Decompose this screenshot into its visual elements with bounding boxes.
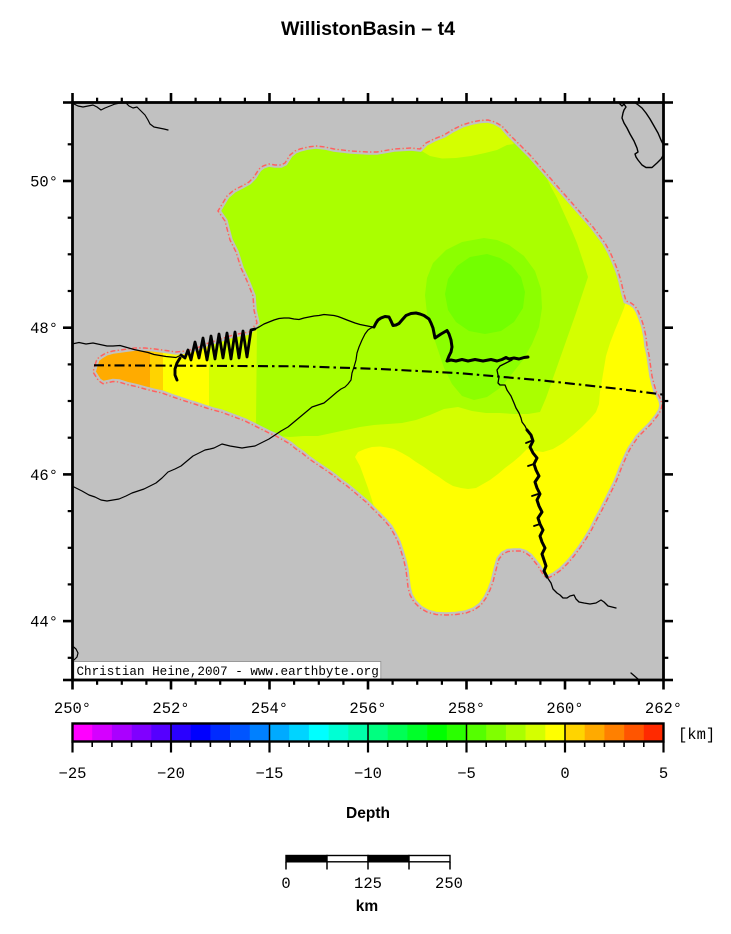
svg-text:−25: −25 (59, 765, 87, 783)
svg-text:254°: 254° (251, 700, 288, 718)
svg-text:260°: 260° (546, 700, 583, 718)
svg-text:44°: 44° (30, 614, 58, 632)
svg-text:258°: 258° (448, 700, 485, 718)
svg-text:46°: 46° (30, 467, 58, 485)
svg-text:−5: −5 (457, 765, 476, 783)
svg-text:125: 125 (354, 875, 382, 893)
svg-text:256°: 256° (349, 700, 386, 718)
svg-text:0: 0 (560, 765, 569, 783)
svg-text:−10: −10 (354, 765, 382, 783)
svg-text:Christian Heine,2007 - www.ear: Christian Heine,2007 - www.earthbyte.org (77, 665, 379, 679)
svg-text:50°: 50° (30, 174, 58, 192)
svg-text:48°: 48° (30, 320, 58, 338)
svg-text:WillistonBasin – t4: WillistonBasin – t4 (281, 18, 455, 40)
svg-text:262°: 262° (645, 700, 682, 718)
svg-text:−20: −20 (157, 765, 185, 783)
svg-text:Depth: Depth (346, 805, 390, 822)
svg-text:[km]: [km] (678, 726, 715, 744)
svg-text:250°: 250° (54, 700, 91, 718)
svg-text:0: 0 (281, 875, 290, 893)
svg-text:5: 5 (659, 765, 668, 783)
svg-text:km: km (356, 898, 378, 915)
svg-text:252°: 252° (152, 700, 189, 718)
svg-text:250: 250 (435, 875, 463, 893)
svg-text:−15: −15 (256, 765, 284, 783)
